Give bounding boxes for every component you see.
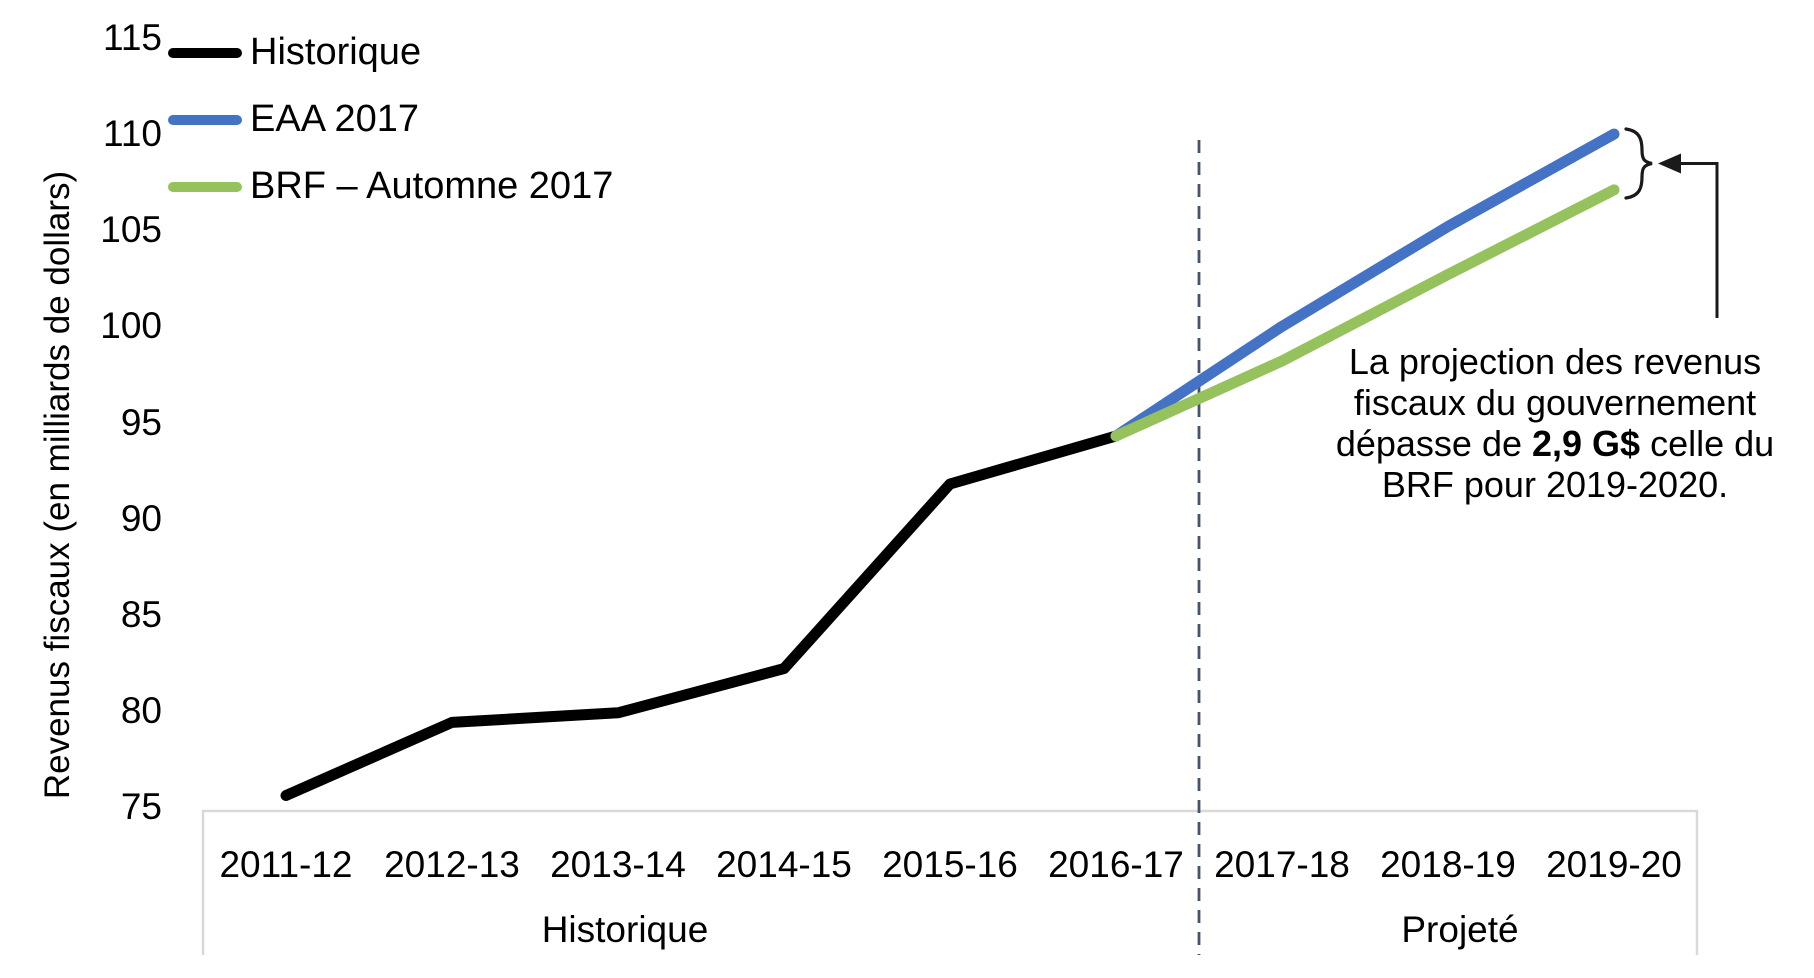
- x-group-label: Historique: [541, 909, 709, 950]
- annotation-line-4: BRF pour 2019-2020.: [1381, 464, 1729, 505]
- legend: Historique EAA 2017 BRF – Automne 2017: [168, 19, 613, 220]
- arrow-connector-line: [1678, 162, 1719, 318]
- x-tick-label: 2019-20: [1546, 844, 1682, 885]
- legend-label-historique: Historique: [250, 31, 422, 73]
- y-tick-label: 85: [120, 593, 162, 635]
- series-line-2: [1110, 184, 1620, 442]
- x-tick-label: 2018-19: [1380, 844, 1516, 885]
- annotation-line-1: La projection des revenus: [1348, 341, 1762, 382]
- annotation-gap-value: 2,9 G$: [1531, 423, 1641, 464]
- series-line-0: [280, 430, 1122, 801]
- x-group-label: Projeté: [1401, 909, 1519, 950]
- x-tick-label: 2011-12: [219, 844, 353, 885]
- arrowhead-icon: [1658, 153, 1681, 174]
- annotation-line-2: fiscaux du gouvernement: [1353, 382, 1757, 423]
- x-tick-label: 2013-14: [550, 844, 686, 885]
- x-tick-label: 2015-16: [882, 844, 1018, 885]
- x-tick-label: 2016-17: [1048, 844, 1184, 885]
- y-tick-label: 110: [103, 113, 162, 155]
- legend-label-brf-automne-2017: BRF – Automne 2017: [250, 165, 614, 207]
- axis-box: [201, 140, 1699, 955]
- legend-item-eaa-2017: EAA 2017: [168, 86, 613, 153]
- category-box-border: [201, 809, 1699, 955]
- y-tick-label: 80: [120, 689, 162, 731]
- legend-item-brf-automne-2017: BRF – Automne 2017: [168, 153, 613, 220]
- legend-swatch-brf-automne-2017: [168, 181, 242, 192]
- y-tick-label: 115: [103, 17, 162, 58]
- brace-icon: [1624, 127, 1653, 200]
- y-tick-label: 75: [120, 786, 162, 827]
- gap-brace-and-arrow: [1624, 127, 1719, 318]
- y-tick-label: 105: [100, 209, 162, 251]
- legend-swatch-historique: [168, 47, 242, 58]
- series-line-1: [1110, 128, 1620, 442]
- legend-label-eaa-2017: EAA 2017: [250, 98, 420, 140]
- y-tick-label: 95: [120, 401, 162, 443]
- series-lines: [280, 128, 1620, 801]
- x-tick-label: 2017-18: [1214, 844, 1350, 885]
- y-tick-label: 100: [100, 305, 162, 347]
- annotation-text: La projection des revenus fiscaux du gou…: [1305, 341, 1805, 505]
- x-tick-label: 2012-13: [384, 844, 520, 885]
- x-tick-label: 2014-15: [716, 844, 852, 885]
- legend-item-historique: Historique: [168, 19, 613, 86]
- y-tick-label: 90: [120, 497, 162, 539]
- legend-swatch-eaa-2017: [168, 114, 242, 125]
- annotation-line-3: dépasse de 2,9 G$ celle du: [1335, 423, 1775, 464]
